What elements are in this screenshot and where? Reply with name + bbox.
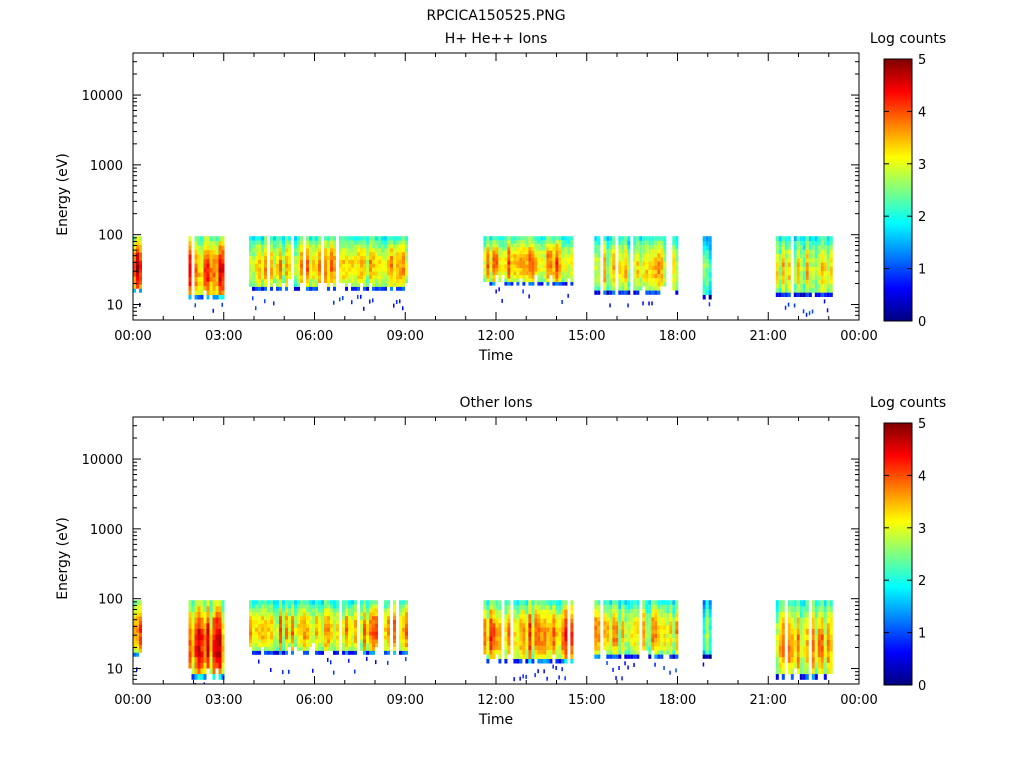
y-tick-label: 1000 xyxy=(90,159,123,174)
plot-frame xyxy=(132,52,860,321)
x-tick-label: 21:00 xyxy=(750,693,787,708)
colorbar-tick-label: 3 xyxy=(918,522,926,537)
x-tick-label: 15:00 xyxy=(568,693,605,708)
x-axis: 00:00 03:00 06:00 09:00 12:00 15:00 18:00 21:00… xyxy=(114,417,878,708)
colorbar-tick-label: 4 xyxy=(918,105,926,120)
data-block-3 xyxy=(249,600,408,675)
y-tick-label: 100 xyxy=(98,593,123,608)
y-tick-label: 10000 xyxy=(82,89,123,104)
colorbar-tick-label: 0 xyxy=(918,679,926,694)
data-block-7 xyxy=(775,600,833,680)
colorbar-tick-label: 1 xyxy=(918,263,926,278)
y-axis-label: Energy (eV) xyxy=(55,517,71,600)
y-tick-label: 10 xyxy=(106,299,123,314)
colorbar-tick-label: 2 xyxy=(918,574,926,589)
data-block-5 xyxy=(594,236,679,308)
x-tick-label: 00:00 xyxy=(840,329,877,344)
y-tick-label: 10000 xyxy=(82,453,123,468)
y-tick-label: 100 xyxy=(98,229,123,244)
panel-2: 00:00 03:00 06:00 09:00 12:00 15:00 18:00 21:00… xyxy=(55,395,946,728)
figure-title: RPCICA150525.PNG xyxy=(426,8,565,24)
y-axis: 10 100 1000 10000 xyxy=(82,416,859,685)
data-block-2 xyxy=(188,600,225,684)
colorbar-label: Log counts xyxy=(870,31,946,47)
data-block-2 xyxy=(188,236,225,313)
y-axis-label: Energy (eV) xyxy=(55,153,71,236)
colorbar-tick-label: 4 xyxy=(918,469,926,484)
colorbar-tick-label: 5 xyxy=(918,417,926,432)
x-tick-label: 06:00 xyxy=(296,693,333,708)
x-tick-label: 00:00 xyxy=(114,329,151,344)
data-block-5 xyxy=(594,600,679,681)
y-tick-label: 1000 xyxy=(90,523,123,538)
spectrogram-data xyxy=(133,236,833,317)
x-tick-label: 12:00 xyxy=(477,693,514,708)
x-tick-label: 18:00 xyxy=(659,693,696,708)
data-block-6 xyxy=(702,600,712,667)
data-block-1 xyxy=(133,600,142,672)
panel-title: H+ He++ Ions xyxy=(445,31,548,47)
x-tick-label: 15:00 xyxy=(568,329,605,344)
colorbar-tick-label: 0 xyxy=(918,315,926,330)
data-block-6 xyxy=(702,236,712,307)
spectrogram-data xyxy=(133,600,833,684)
data-block-7 xyxy=(775,236,833,317)
data-block-3 xyxy=(249,236,408,311)
colorbar-tick-label: 5 xyxy=(918,53,926,68)
x-axis-label: Time xyxy=(478,712,513,728)
x-tick-label: 21:00 xyxy=(750,329,787,344)
y-axis: 10 100 1000 10000 xyxy=(82,52,859,321)
x-tick-label: 00:00 xyxy=(114,693,151,708)
colorbar-gradient xyxy=(883,58,913,322)
x-tick-label: 18:00 xyxy=(659,329,696,344)
colorbar: 0 1 2 3 4 5 Log counts xyxy=(870,31,946,330)
data-block-4 xyxy=(483,600,574,682)
x-tick-label: 00:00 xyxy=(840,693,877,708)
y-tick-label: 10 xyxy=(106,663,123,678)
colorbar-tick-label: 1 xyxy=(918,627,926,642)
panel-1: 00:00 03:00 06:00 09:00 12:00 15:00 18:00 21:00… xyxy=(55,31,946,364)
x-axis: 00:00 03:00 06:00 09:00 12:00 15:00 18:00 21:00… xyxy=(114,53,878,344)
x-tick-label: 09:00 xyxy=(387,329,424,344)
x-tick-label: 12:00 xyxy=(477,329,514,344)
panels: 00:00 03:00 06:00 09:00 12:00 15:00 18:00 21:00… xyxy=(55,31,946,728)
x-tick-label: 06:00 xyxy=(296,329,333,344)
colorbar-tick-label: 3 xyxy=(918,158,926,173)
data-block-4 xyxy=(483,236,574,304)
x-tick-label: 09:00 xyxy=(387,693,424,708)
panel-title: Other Ions xyxy=(459,395,532,411)
x-tick-label: 03:00 xyxy=(205,693,242,708)
x-axis-label: Time xyxy=(478,348,513,364)
colorbar-label: Log counts xyxy=(870,395,946,411)
x-tick-label: 03:00 xyxy=(205,329,242,344)
colorbar-gradient xyxy=(883,422,913,686)
colorbar: 0 1 2 3 4 5 Log counts xyxy=(870,395,946,694)
colorbar-tick-label: 2 xyxy=(918,210,926,225)
